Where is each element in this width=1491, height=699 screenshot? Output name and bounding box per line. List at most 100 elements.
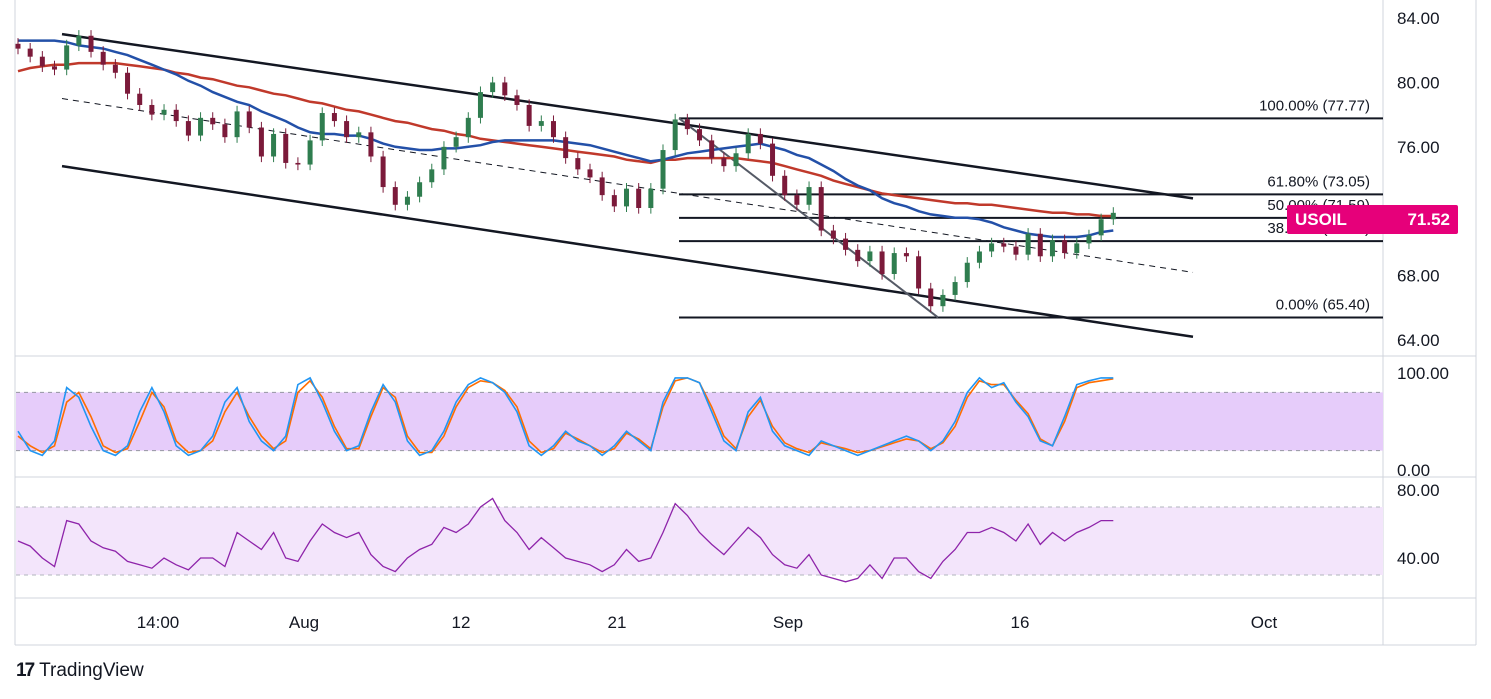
candle-body [64, 45, 70, 70]
candle-body [721, 158, 727, 167]
candle-body [697, 129, 703, 141]
candle-body [782, 175, 788, 196]
candle-body [112, 64, 118, 73]
candle-body [137, 93, 143, 105]
candle-body [709, 140, 715, 159]
channel-mid-trendline[interactable] [61, 98, 1194, 273]
time-axis-tick: 16 [1011, 613, 1030, 632]
candle-body [538, 121, 544, 126]
candle-body [514, 95, 520, 105]
candle-body [417, 182, 423, 197]
candle-body [903, 253, 909, 257]
candle-body [928, 288, 934, 307]
candle-body [404, 196, 410, 205]
candle-body [879, 251, 885, 274]
time-axis[interactable]: 14:00 Aug 12 21 Sep 16 Oct [137, 613, 1278, 632]
last-price-tag: USOIL 71.52 [1287, 204, 1458, 234]
candle-body [636, 188, 642, 208]
candle-body [185, 121, 191, 136]
channel-upper-trendline[interactable] [61, 32, 1194, 200]
price-axis-tick: 64.00 [1397, 331, 1440, 350]
candle-body [125, 72, 131, 94]
candle-body [757, 133, 763, 144]
candle-body [733, 153, 739, 167]
candle-body [1001, 243, 1007, 247]
candle-body [672, 119, 678, 151]
price-axis-tick: 80.00 [1397, 73, 1440, 92]
candle-body [855, 249, 861, 262]
candle-body [380, 156, 386, 188]
candle-body [453, 137, 459, 147]
time-axis-tick: Sep [773, 613, 803, 632]
fibonacci-retracement[interactable]: 100.00% (77.77)61.80% (73.05)50.00% (71.… [679, 97, 1383, 319]
candle-body [295, 162, 301, 165]
candle-body [234, 111, 240, 138]
stochastic-k-line [17, 376, 1114, 457]
tradingview-logo[interactable]: 17 TradingView [16, 660, 144, 682]
candle-body [368, 132, 374, 157]
price-axis[interactable]: 84.00 80.00 76.00 68.00 64.00 [1397, 9, 1440, 350]
candle-body [429, 169, 435, 183]
candle-body [100, 51, 106, 65]
candle-body [88, 35, 94, 52]
candle-body [830, 230, 836, 239]
candle-body [477, 92, 483, 118]
rsi-axis[interactable]: 80.00 40.00 [1397, 481, 1440, 568]
time-axis-tick: Oct [1251, 613, 1278, 632]
candle-body [976, 251, 982, 263]
stochastic-axis[interactable]: 100.00 0.00 [1397, 364, 1449, 480]
candle-body [794, 195, 800, 205]
candle-body [624, 188, 629, 207]
rsi-axis-tick: 80.00 [1397, 481, 1440, 500]
candle-body [502, 82, 508, 96]
fib-level-label: 100.00% (77.77) [1259, 97, 1370, 114]
candle-body [246, 111, 252, 128]
candle-body [1037, 233, 1043, 257]
candle-body [15, 43, 21, 49]
brand-name: TradingView [39, 660, 144, 681]
candle-body [356, 132, 362, 138]
price-axis-tick: 84.00 [1397, 9, 1440, 28]
price-tag-value: 71.52 [1407, 210, 1450, 229]
candle-body [989, 243, 995, 252]
candle-body [952, 282, 958, 295]
candle-body [611, 195, 617, 207]
candle-body [1086, 235, 1092, 244]
candle-body [964, 262, 970, 283]
stochastic-band [16, 392, 1383, 451]
candle-body [52, 66, 58, 70]
candle-body [39, 56, 45, 67]
candle-body [1062, 240, 1068, 254]
candle-body [441, 146, 447, 170]
candle-body [806, 187, 812, 205]
stochastic-axis-tick: 0.00 [1397, 461, 1430, 480]
candle-body [563, 137, 569, 159]
candle-body [818, 187, 824, 231]
candle-body [344, 121, 350, 138]
tradingview-logo-icon: 17 [16, 660, 35, 681]
candle-body [331, 113, 337, 122]
price-axis-tick: 76.00 [1397, 138, 1440, 157]
candle-body [258, 127, 264, 157]
candle-body [307, 140, 313, 165]
candle-body [283, 133, 289, 163]
fibonacci-anchor-line[interactable] [678, 117, 939, 319]
candle-body [648, 188, 654, 208]
candle-body [684, 119, 690, 130]
candle-body [916, 256, 922, 289]
candle-body [1013, 246, 1019, 255]
candle-body [1049, 240, 1055, 257]
candle-body [490, 82, 496, 93]
candle-body [940, 294, 946, 307]
channel-lower-trendline[interactable] [61, 164, 1194, 339]
candle-body [1098, 219, 1104, 236]
candle-body [587, 169, 593, 178]
fib-level-label: 61.80% (73.05) [1267, 173, 1370, 190]
price-candles [15, 30, 1116, 312]
candle-body [27, 48, 33, 57]
candle-body [319, 113, 325, 141]
time-axis-tick: Aug [289, 613, 319, 632]
candle-body [198, 117, 204, 136]
candle-body [745, 133, 751, 154]
